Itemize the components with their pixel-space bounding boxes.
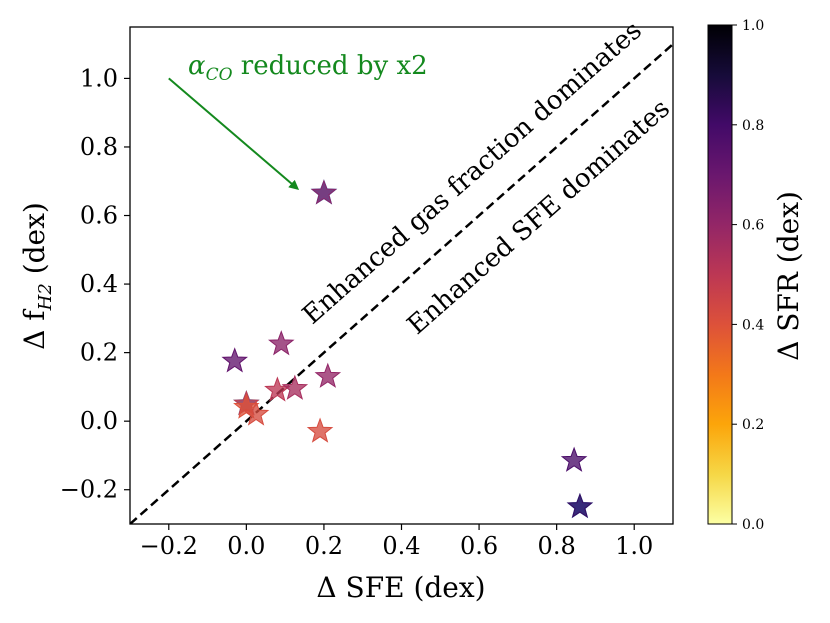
star-data-point	[566, 492, 594, 519]
star-data-point	[242, 400, 270, 426]
annotation-arrow	[168, 77, 300, 191]
y-label-subscript: H2	[35, 283, 56, 311]
x-axis-label: Δ SFE (dex)	[316, 571, 485, 604]
colorbar-ticks: 0.0 0.2 0.4 0.6 0.8 1.0	[732, 18, 764, 533]
star-data-point	[310, 179, 338, 205]
colorbar-tick-label: 1.0	[742, 18, 764, 34]
colorbar-label: Δ SFR (dex)	[772, 191, 805, 361]
y-tick-label: 0.4	[80, 270, 118, 298]
alpha-symbol: α	[188, 51, 206, 81]
colorbar-tick-label: 0.8	[742, 118, 764, 134]
colorbar-tick-label: 0.2	[742, 417, 764, 433]
star-data-point	[221, 347, 248, 373]
y-tick-label: 1.0	[80, 64, 118, 92]
plot-frame	[129, 26, 674, 525]
colorbar-tick-label: 0.4	[742, 317, 764, 333]
star-data-point	[560, 446, 588, 472]
colorbar	[707, 24, 733, 525]
x-tick-label: 1.0	[615, 532, 653, 560]
axis-ticks: −0.2 0.0 0.2 0.4 0.6 0.8 1.0 −0.2 0.0 0.2 0.4 0.6 0.…	[60, 64, 654, 560]
star-data-point	[314, 362, 342, 388]
y-tick-label: 0.6	[80, 202, 118, 230]
annotation-alpha-co: αCO reduced by x2	[188, 51, 428, 85]
y-tick-label: 0.8	[80, 133, 118, 161]
x-tick-label: −0.2	[140, 532, 198, 560]
x-tick-label: 0.6	[460, 532, 498, 560]
x-tick-label: 0.0	[227, 532, 265, 560]
y-tick-label: −0.2	[60, 476, 118, 504]
y-tick-label: 0.2	[80, 339, 118, 367]
one-to-one-line	[130, 43, 673, 524]
y-tick-label: 0.0	[80, 407, 118, 435]
star-data-point	[306, 417, 334, 443]
x-tick-label: 0.2	[305, 532, 343, 560]
annotation-text: reduced by x2	[233, 51, 428, 81]
y-label-unit: (dex)	[18, 202, 51, 283]
x-tick-label: 0.8	[538, 532, 576, 560]
colorbar-tick-label: 0.6	[742, 218, 764, 234]
colorbar-tick-label: 0.0	[742, 517, 764, 533]
star-data-point	[268, 330, 295, 356]
y-label-main: Δ f	[18, 308, 51, 350]
star-data-point	[264, 376, 291, 402]
star-data-point	[281, 374, 309, 400]
x-tick-label: 0.4	[382, 532, 420, 560]
data-points	[221, 179, 594, 519]
alpha-subscript: CO	[206, 65, 233, 85]
y-axis-label: Δ fH2 (dex)	[18, 202, 56, 350]
